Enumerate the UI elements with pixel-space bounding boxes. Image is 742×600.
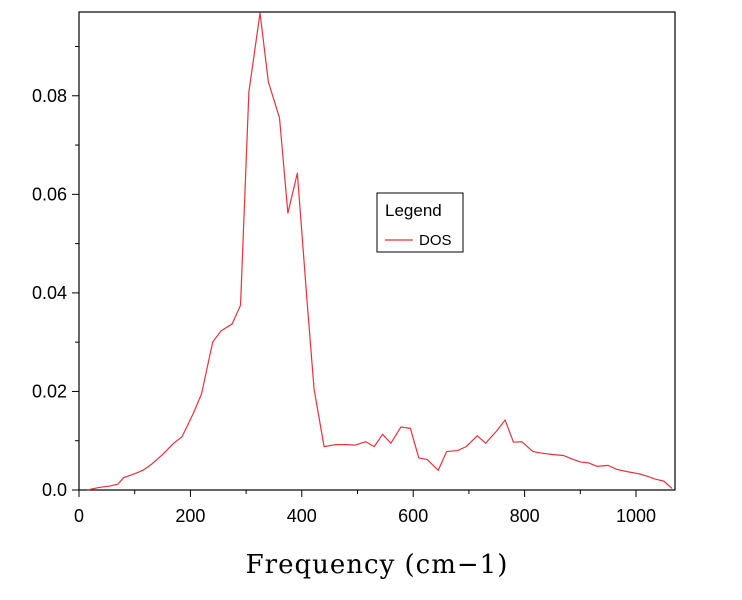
x-axis-ticks: 0 200 400 600 800 1000 (74, 490, 656, 526)
x-axis-label: Frequency (cm−1) (246, 550, 509, 580)
series-line-dos (87, 12, 673, 491)
y-tick-label: 0.08 (32, 86, 67, 106)
x-tick-label: 0 (74, 506, 84, 526)
y-tick-label: 0.04 (32, 283, 67, 303)
y-tick-label: 0.0 (42, 480, 67, 500)
legend: Legend DOS (376, 192, 464, 253)
plot-frame (78, 11, 676, 491)
x-tick-label: 400 (287, 506, 317, 526)
legend-title: Legend (385, 201, 442, 220)
y-tick-label: 0.06 (32, 184, 67, 204)
x-tick-label: 800 (510, 506, 540, 526)
y-axis-ticks: 0.0 0.02 0.04 0.06 0.08 (32, 45, 79, 500)
x-tick-label: 1000 (616, 506, 656, 526)
x-tick-label: 200 (175, 506, 205, 526)
legend-entry-dos: DOS (419, 232, 452, 249)
y-tick-label: 0.02 (32, 381, 67, 401)
series-layer (87, 12, 673, 491)
x-tick-label: 600 (398, 506, 428, 526)
legend-box (376, 192, 464, 253)
